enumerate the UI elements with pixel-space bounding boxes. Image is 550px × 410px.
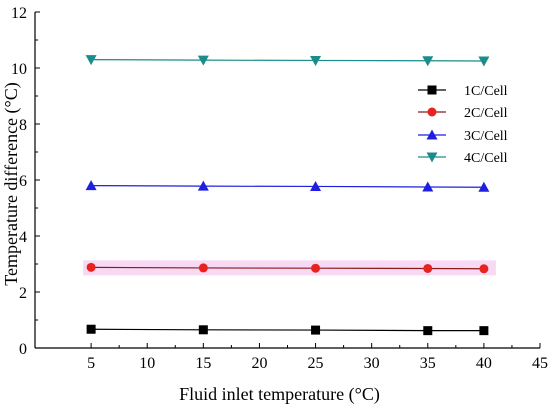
- data-point: [479, 326, 489, 336]
- data-point: [310, 180, 322, 191]
- data-point: [423, 263, 433, 273]
- y-tick-label: 0: [19, 341, 27, 358]
- x-axis-title: Fluid inlet temperature (°C): [179, 384, 380, 405]
- legend-item: 4C/Cell: [418, 151, 508, 166]
- legend-label: 1C/Cell: [464, 84, 508, 99]
- series-4c-cell: [85, 55, 490, 67]
- data-point: [422, 181, 434, 192]
- data-point: [85, 55, 97, 66]
- legend-label: 4C/Cell: [464, 151, 508, 166]
- series-1c-cell: [86, 324, 489, 336]
- legend-marker: [426, 129, 438, 140]
- legend-item: 2C/Cell: [418, 106, 508, 121]
- x-tick-label: 35: [420, 355, 436, 372]
- y-tick-label: 12: [11, 5, 27, 22]
- data-point: [198, 263, 208, 273]
- x-tick-label: 10: [139, 355, 155, 372]
- y-axis-title: Temperature difference (°C): [1, 82, 22, 286]
- legend-marker: [426, 152, 438, 163]
- x-tick-label: 30: [364, 355, 380, 372]
- legend: 1C/Cell 2C/Cell 3C/Cell 4C/Cell: [418, 84, 508, 166]
- legend-label: 2C/Cell: [464, 106, 508, 121]
- y-tick-label: 6: [19, 173, 27, 190]
- data-point: [197, 180, 209, 191]
- legend-marker: [427, 107, 437, 117]
- x-tick-label: 40: [476, 355, 492, 372]
- y-tick-label: 10: [11, 61, 27, 78]
- data-point: [423, 326, 433, 336]
- data-point: [310, 55, 322, 66]
- series-3c-cell: [85, 180, 490, 192]
- data-point: [422, 56, 434, 67]
- data-point: [86, 324, 96, 334]
- x-tick-label: 25: [308, 355, 324, 372]
- x-tick-label: 45: [532, 355, 548, 372]
- legend-item: 1C/Cell: [418, 84, 508, 99]
- data-point: [311, 263, 321, 273]
- data-point: [197, 55, 209, 66]
- y-tick-label: 4: [19, 229, 27, 246]
- series-layer: [85, 55, 490, 336]
- data-point: [478, 56, 490, 67]
- data-point: [479, 264, 489, 274]
- data-point: [85, 180, 97, 191]
- data-point: [86, 262, 96, 272]
- y-tick-label: 2: [19, 285, 27, 302]
- y-tick-label: 8: [19, 117, 27, 134]
- x-tick-label: 5: [87, 355, 95, 372]
- x-tick-label: 20: [251, 355, 267, 372]
- x-tick-label: 15: [195, 355, 211, 372]
- data-point: [311, 325, 321, 335]
- legend-label: 3C/Cell: [464, 129, 508, 144]
- axes: 0 2 4 6 8 10 12 5 10 15 20 25 30 35 40 45: [11, 5, 548, 372]
- series-2c-cell: [86, 262, 489, 274]
- legend-marker: [427, 85, 437, 95]
- legend-item: 3C/Cell: [418, 129, 508, 144]
- data-point: [478, 181, 490, 192]
- data-point: [198, 325, 208, 335]
